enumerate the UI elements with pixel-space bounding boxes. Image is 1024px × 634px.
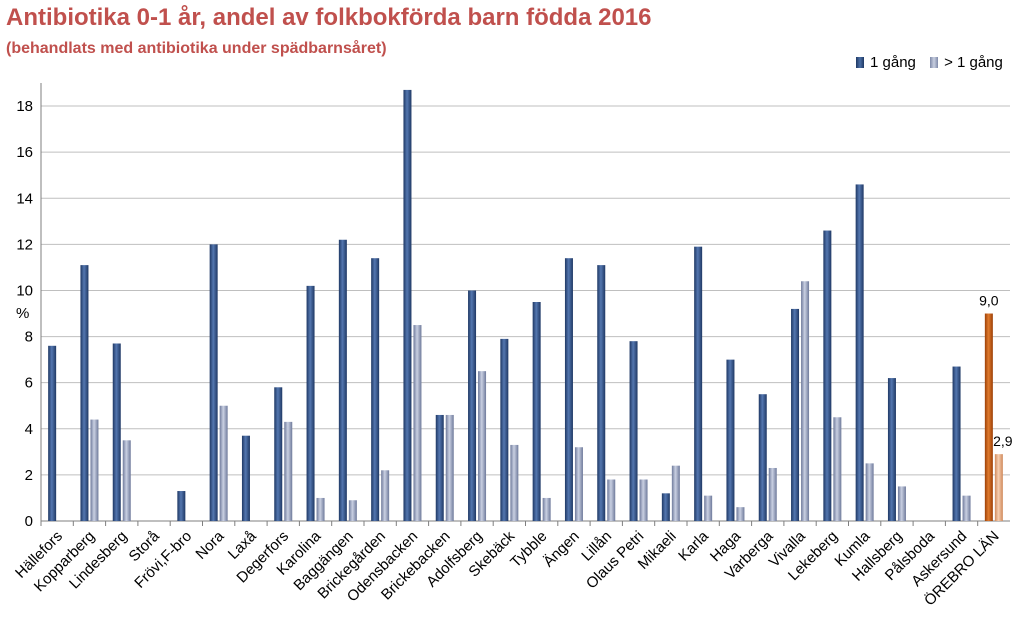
x-tick-label: Karla [675,527,712,564]
bar-series-2 [607,479,616,521]
bar-series-1 [177,491,186,521]
bar-series-1 [726,359,735,521]
bar-series-1 [241,435,250,521]
x-tick-label: Ängen [540,528,583,571]
bar-series-2 [833,417,842,521]
bar-series-1 [984,313,993,521]
legend-swatch-series-2 [930,57,939,68]
bar-series-1 [209,244,218,522]
y-axis-label: % [16,305,29,322]
data-label: 2,9 [993,433,1013,449]
x-tick-label: Nora [192,527,227,562]
y-tick-label: 10 [16,282,33,299]
y-tick-label: 4 [25,421,33,438]
bar-series-2 [284,421,293,521]
bar-series-2 [510,444,519,521]
bar-series-1 [887,378,896,521]
bar-series-2 [122,440,131,521]
bar-series-1 [403,89,412,522]
x-tick-label: Tybble [507,528,550,571]
bar-series-1 [112,343,121,521]
bar-series-1 [274,387,283,521]
bar-series-1 [823,230,832,521]
legend-label-series-1: 1 gång [870,54,916,71]
bar-series-2 [962,495,971,521]
legend-label-series-2: > 1 gång [944,54,1003,71]
y-tick-label: 6 [25,375,33,392]
bar-series-2 [413,325,422,521]
y-tick-label: 0 [25,513,33,530]
y-tick-label: 8 [25,329,33,346]
bar-series-1 [597,265,606,521]
bar-series-2 [671,465,680,521]
bar-series-2 [542,497,551,521]
y-tick-label: 2 [25,467,33,484]
bar-series-1 [468,290,477,521]
bar-series-1 [694,246,703,521]
legend-item-series-2: > 1 gång [930,54,1003,71]
bar-series-1 [855,184,864,521]
y-tick-label: 16 [16,144,33,161]
bar-series-1 [500,338,509,521]
legend-item-series-1: 1 gång [856,54,916,71]
bar-series-2 [478,371,487,521]
y-tick-label: 14 [16,190,33,207]
bar-series-2 [801,281,810,521]
bar-series-2 [736,507,745,521]
bar-series-1 [952,366,961,521]
bar-series-2 [897,486,906,521]
chart-subtitle: (behandlats med antibiotika under spädba… [6,40,387,57]
y-tick-label: 12 [16,236,33,253]
y-tick-label: 18 [16,98,33,115]
bar-series-1 [80,265,89,521]
bar-series-1 [532,302,541,521]
bar-series-2 [704,495,713,521]
bar-series-2 [574,447,583,521]
bar-series-1 [435,414,444,521]
bar-series-1 [791,308,800,521]
bar-series-2 [316,497,325,521]
bar-series-1 [629,341,638,521]
bar-series-2 [445,414,454,521]
bar-series-2 [639,479,648,521]
legend-swatch-series-1 [856,57,864,68]
bar-series-1 [758,394,767,521]
bar-series-2 [219,405,228,521]
chart-legend: 1 gång > 1 gång [856,54,1013,71]
data-label: 9,0 [979,293,999,309]
bar-series-1 [564,258,573,521]
bar-series-2 [90,419,99,521]
bar-series-1 [371,258,380,521]
bar-series-2 [994,454,1003,521]
bar-series-1 [338,239,347,522]
bar-series-2 [768,467,777,521]
bar-series-2 [865,463,874,521]
bar-series-1 [661,493,670,521]
bar-series-1 [306,285,315,521]
bar-series-1 [48,345,57,521]
chart-title: Antibiotika 0-1 år, andel av folkbokförd… [6,4,652,31]
bar-series-2 [348,500,357,521]
bar-series-2 [381,470,390,521]
